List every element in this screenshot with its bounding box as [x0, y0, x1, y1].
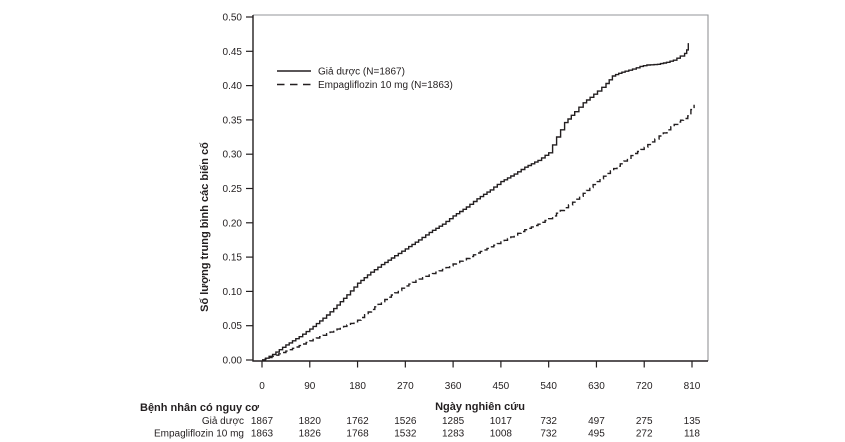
risk-value: 275 — [636, 416, 653, 427]
risk-value: 1008 — [490, 429, 513, 440]
y-tick-label: 0.25 — [223, 184, 243, 195]
x-tick-label: 540 — [540, 381, 557, 392]
y-axis-title: Số lượng trung bình các biến cố — [199, 142, 211, 312]
risk-value: 1768 — [346, 429, 369, 440]
risk-value: 1826 — [299, 429, 322, 440]
risk-value: 1285 — [442, 416, 465, 427]
y-tick-label: 0.05 — [223, 321, 243, 332]
risk-value: 118 — [684, 429, 700, 440]
x-tick-label: 180 — [349, 381, 366, 392]
x-axis-ticks: 0 90 180 270 360 450 540 630 720 810 — [259, 361, 701, 392]
y-tick-label: 0.50 — [223, 13, 243, 24]
y-tick-label: 0.20 — [223, 218, 243, 229]
series-line-empagliflozin — [262, 104, 695, 361]
y-tick-label: 0.40 — [223, 81, 243, 92]
risk-row-label-empagliflozin: Empagliflozin 10 mg — [154, 429, 244, 440]
risk-value: 1532 — [394, 429, 417, 440]
legend-label-placebo: Giả dược (N=1867) — [318, 67, 405, 78]
risk-table-title: Bệnh nhân có nguy cơ — [140, 402, 259, 414]
x-axis-title: Ngày nghiên cứu — [435, 401, 525, 413]
risk-value: 1867 — [251, 416, 274, 427]
x-tick-label: 0 — [259, 381, 265, 392]
x-tick-label: 810 — [684, 381, 701, 392]
risk-row-label-placebo: Giả dược — [202, 416, 244, 427]
risk-table: Bệnh nhân có nguy cơ Giả dược Empagliflo… — [140, 402, 701, 440]
risk-value: 495 — [588, 429, 605, 440]
y-tick-label: 0.10 — [223, 287, 243, 298]
risk-value: 497 — [588, 416, 605, 427]
risk-value: 1820 — [299, 416, 322, 427]
risk-value: 1017 — [490, 416, 513, 427]
axis-lines — [252, 15, 708, 362]
risk-value: 135 — [684, 416, 701, 427]
plot-border-top-right — [253, 14, 709, 361]
x-tick-label: 270 — [397, 381, 414, 392]
x-tick-label: 630 — [588, 381, 605, 392]
y-tick-label: 0.30 — [223, 150, 243, 161]
risk-value: 1283 — [442, 429, 465, 440]
x-tick-label: 450 — [493, 381, 510, 392]
y-tick-label: 0.45 — [223, 47, 243, 58]
y-axis-ticks: 0.00 0.05 0.10 0.15 0.20 0.25 0.30 0.35 0.40 0.45… — [223, 13, 253, 367]
legend-label-empagliflozin: Empagliflozin 10 mg (N=1863) — [318, 80, 453, 91]
risk-value: 272 — [636, 429, 653, 440]
x-tick-label: 90 — [304, 381, 316, 392]
y-tick-label: 0.00 — [223, 356, 243, 367]
risk-value: 732 — [540, 429, 557, 440]
x-tick-label: 360 — [445, 381, 462, 392]
legend: Giả dược (N=1867) Empagliflozin 10 mg (N… — [277, 67, 453, 91]
series-line-placebo — [262, 43, 689, 361]
risk-value: 1762 — [346, 416, 369, 427]
x-tick-label: 720 — [636, 381, 653, 392]
series-curves — [262, 43, 695, 361]
y-tick-label: 0.35 — [223, 115, 243, 126]
y-tick-label: 0.15 — [223, 253, 243, 264]
risk-value: 732 — [540, 416, 557, 427]
risk-values: 1867 1820 1762 1526 1285 1017 732 497 275 135 1863… — [251, 416, 701, 440]
risk-value: 1863 — [251, 429, 274, 440]
risk-value: 1526 — [394, 416, 417, 427]
